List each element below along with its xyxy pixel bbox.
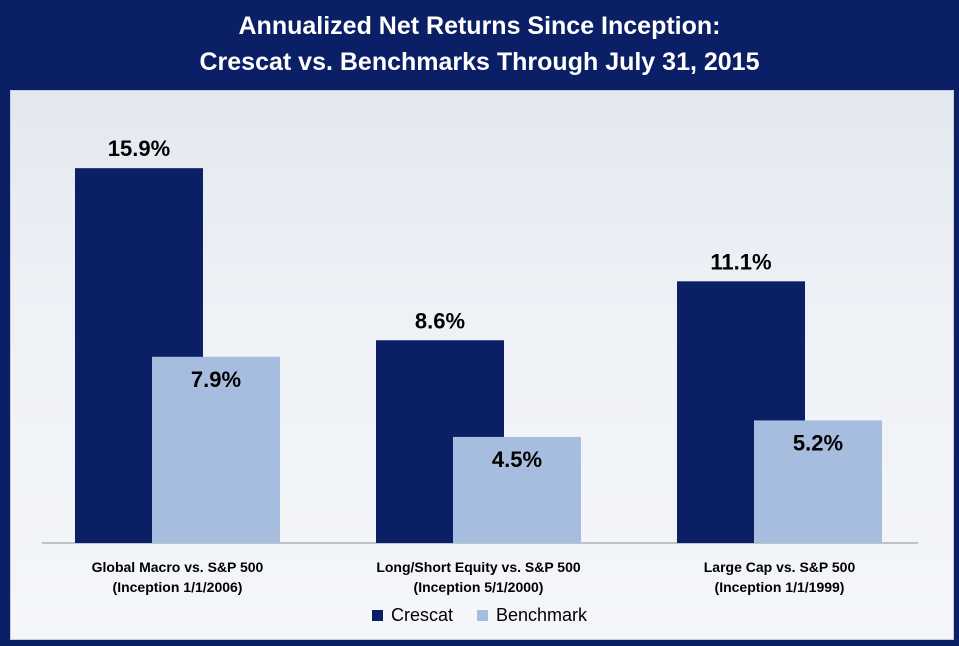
legend-label-benchmark: Benchmark [495, 605, 588, 625]
chart-title-line-1: Annualized Net Returns Since Inception: [238, 12, 721, 40]
data-label-crescat-3: 11.1% [710, 249, 771, 274]
bar-benchmark-2 [453, 436, 581, 543]
category-label-2-line-1: Long/Short Equity vs. S&P 500 [376, 559, 581, 575]
data-label-benchmark-3: 5.2% [793, 430, 843, 455]
legend-swatch-crescat [371, 610, 383, 621]
chart-title: Annualized Net Returns Since Inception: … [0, 8, 959, 80]
legend-item-crescat: Crescat [371, 605, 453, 626]
data-label-crescat-1: 15.9% [108, 136, 170, 161]
chart-legend: Crescat Benchmark [0, 605, 959, 626]
legend-swatch-benchmark [476, 610, 488, 621]
category-label-1-line-2: (Inception 1/1/2006) [113, 579, 243, 595]
category-label-3-line-2: (Inception 1/1/1999) [715, 579, 845, 595]
category-label-3-line-1: Large Cap vs. S&P 500 [704, 559, 856, 575]
data-label-benchmark-2: 4.5% [492, 447, 542, 472]
category-label-2-line-2: (Inception 5/1/2000) [414, 579, 544, 595]
data-label-benchmark-1: 7.9% [191, 367, 241, 392]
chart-title-line-2: Crescat vs. Benchmarks Through July 31, … [199, 48, 760, 76]
bar-benchmark-3 [754, 420, 882, 543]
bar-benchmark-1 [152, 356, 280, 543]
category-label-1-line-1: Global Macro vs. S&P 500 [92, 559, 264, 575]
data-label-crescat-2: 8.6% [415, 308, 465, 333]
legend-label-crescat: Crescat [390, 605, 453, 625]
legend-item-benchmark: Benchmark [476, 605, 588, 626]
